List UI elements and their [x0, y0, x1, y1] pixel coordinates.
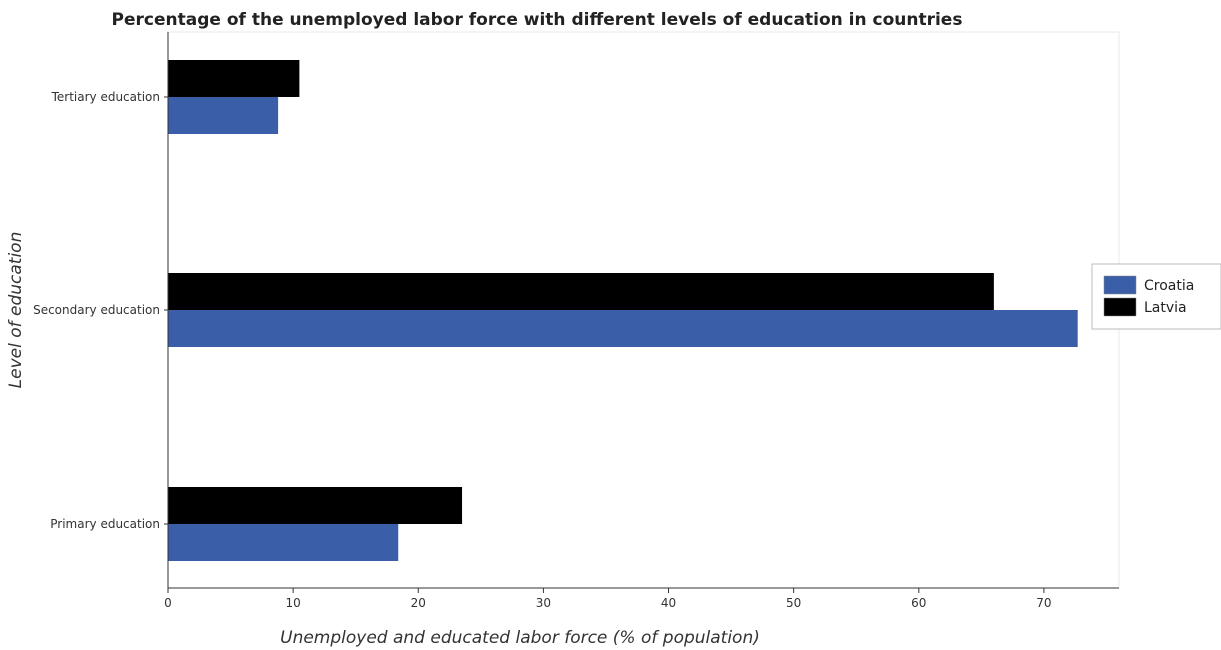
legend-swatch-croatia: [1103, 275, 1137, 295]
bar-croatia-tertiary-education: [168, 97, 279, 134]
legend: Croatia Latvia: [1091, 263, 1221, 330]
y-axis: Primary education Secondary education Tert…: [33, 32, 169, 588]
x-tick-label: 20: [411, 596, 426, 610]
bar-croatia-secondary-education: [168, 310, 1078, 347]
bar-latvia-tertiary-education: [168, 60, 300, 97]
x-tick-label: 0: [164, 596, 172, 610]
legend-swatch-latvia: [1103, 297, 1137, 317]
bars-group: [168, 60, 1078, 561]
y-tick-label: Secondary education: [33, 303, 160, 317]
x-axis-label: Unemployed and educated labor force (% o…: [280, 628, 760, 648]
legend-label-croatia: Croatia: [1144, 278, 1194, 294]
y-tick-label: Tertiary education: [51, 90, 160, 104]
y-axis-label: Level of education: [6, 232, 26, 389]
x-tick-label: 70: [1036, 596, 1051, 610]
x-tick-label: 40: [661, 596, 676, 610]
legend-label-latvia: Latvia: [1144, 300, 1187, 316]
x-axis: 0 10 20 30 40 50 60 70: [164, 587, 1119, 610]
legend-box: [1091, 263, 1221, 330]
bar-latvia-secondary-education: [168, 273, 994, 310]
x-tick-label: 10: [285, 596, 300, 610]
x-tick-label: 30: [536, 596, 551, 610]
bar-croatia-primary-education: [168, 524, 399, 561]
chart-title: Percentage of the unemployed labor force…: [112, 10, 963, 30]
y-tick-label: Primary education: [50, 517, 160, 531]
x-tick-label: 50: [786, 596, 801, 610]
x-tick-label: 60: [911, 596, 926, 610]
bar-latvia-primary-education: [168, 487, 463, 524]
